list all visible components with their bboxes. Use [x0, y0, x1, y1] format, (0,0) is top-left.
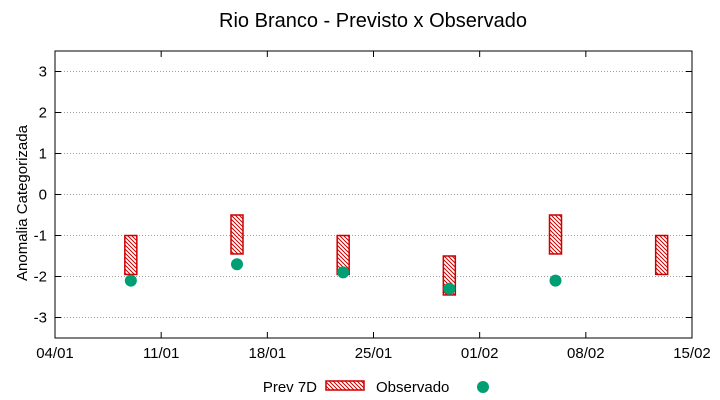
x-tick-label: 08/02: [567, 345, 605, 362]
y-tick-label: -1: [34, 228, 47, 245]
legend-label-forecast: Prev 7D: [263, 379, 317, 396]
y-tick-label: -2: [34, 269, 47, 286]
x-tick-label: 01/02: [461, 345, 499, 362]
x-tick-label: 15/02: [673, 345, 711, 362]
x-tick-label: 25/01: [355, 345, 393, 362]
y-tick-label: 0: [39, 187, 47, 204]
y-tick-label: 3: [39, 64, 47, 81]
observed-point: [443, 282, 456, 295]
observed-point: [337, 266, 350, 279]
chart-title: Rio Branco - Previsto x Observado: [219, 10, 527, 32]
observed-point: [549, 274, 562, 287]
forecast-bar: [548, 214, 563, 255]
y-tick-labels: 3 2 1 0 -1 -2 -3: [34, 64, 47, 327]
y-tick-label: -3: [34, 310, 47, 327]
legend-swatch-forecast: [325, 380, 365, 391]
forecast-bar: [124, 234, 138, 276]
observed-point: [231, 258, 243, 271]
y-tick-label: 1: [39, 146, 47, 163]
x-tick-labels: 04/01 11/01 18/01 25/01 01/02 08/02 15/02: [36, 345, 711, 362]
legend: Prev 7D Observado: [263, 379, 489, 396]
legend-swatch-observed: [477, 381, 489, 393]
forecast-bars: [124, 214, 669, 296]
x-tick-label: 04/01: [36, 345, 74, 362]
y-axis-label: Anomalia Categorizada: [14, 124, 31, 281]
x-tick-label: 18/01: [249, 345, 287, 362]
x-tick-label: 11/01: [143, 345, 179, 362]
observed-points: [124, 258, 562, 295]
plot-frame: [54, 50, 693, 339]
y-tick-label: 2: [39, 105, 47, 122]
grid-lines: [54, 51, 693, 338]
forecast-bar: [654, 234, 669, 276]
observed-point: [124, 274, 137, 287]
legend-label-observed: Observado: [376, 379, 449, 396]
forecast-bar: [230, 214, 244, 255]
